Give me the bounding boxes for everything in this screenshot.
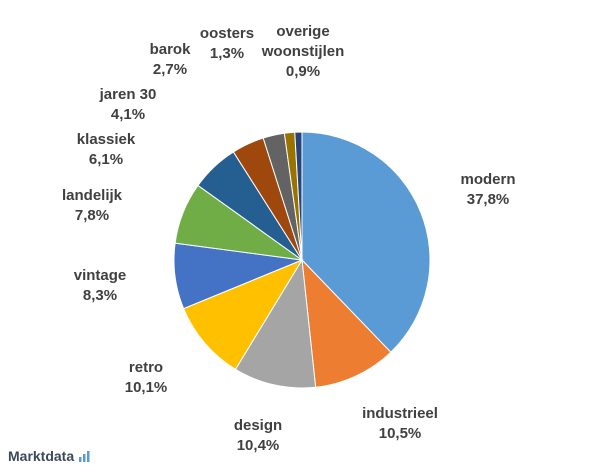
slice-label: oosters 1,3%	[200, 24, 254, 64]
slice-label: jaren 30 4,1%	[100, 85, 157, 125]
pie-slice	[301, 131, 431, 353]
category-label: modern	[460, 171, 516, 188]
category-label: oosters	[199, 25, 255, 42]
pie-slice	[182, 258, 304, 371]
value-label: 10,5%	[378, 425, 422, 442]
pie-slice	[301, 258, 392, 388]
slice-label: retro 10,1%	[125, 358, 168, 398]
pie-slice	[234, 258, 317, 389]
slice-label: industrieel 10,5%	[362, 404, 438, 444]
logo-icon	[79, 451, 90, 462]
slice-label: klassiek 6,1%	[77, 130, 135, 170]
source-text: Marktdata	[8, 448, 75, 464]
slice-label: modern 37,8%	[460, 170, 515, 210]
value-label: 0,9%	[285, 63, 321, 80]
source-logo: Marktdata	[8, 448, 92, 464]
slice-label: barok 2,7%	[150, 40, 191, 80]
value-label: 10,1%	[124, 379, 168, 396]
value-label: 37,8%	[466, 191, 510, 208]
value-label: 1,3%	[209, 45, 245, 62]
value-label: 7,8%	[74, 207, 110, 224]
category-label: overige woonstijlen	[261, 23, 345, 60]
value-label: 6,1%	[88, 151, 124, 168]
slice-label: design 10,4%	[234, 416, 282, 456]
category-label: barok	[149, 41, 191, 58]
slice-label: vintage 8,3%	[74, 266, 127, 306]
category-label: landelijk	[61, 187, 123, 204]
value-label: 10,4%	[236, 437, 280, 454]
category-label: design	[233, 417, 283, 434]
value-label: 2,7%	[152, 61, 188, 78]
value-label: 8,3%	[82, 287, 118, 304]
category-label: vintage	[73, 267, 127, 284]
value-label: 4,1%	[110, 106, 146, 123]
category-label: industrieel	[362, 405, 438, 422]
pie-slice	[294, 131, 303, 261]
category-label: jaren 30	[99, 86, 157, 103]
category-label: retro	[128, 359, 164, 376]
category-label: klassiek	[76, 131, 136, 148]
slice-label: overige woonstijlen 0,9%	[253, 22, 353, 82]
slice-label: landelijk 7,8%	[62, 186, 122, 226]
